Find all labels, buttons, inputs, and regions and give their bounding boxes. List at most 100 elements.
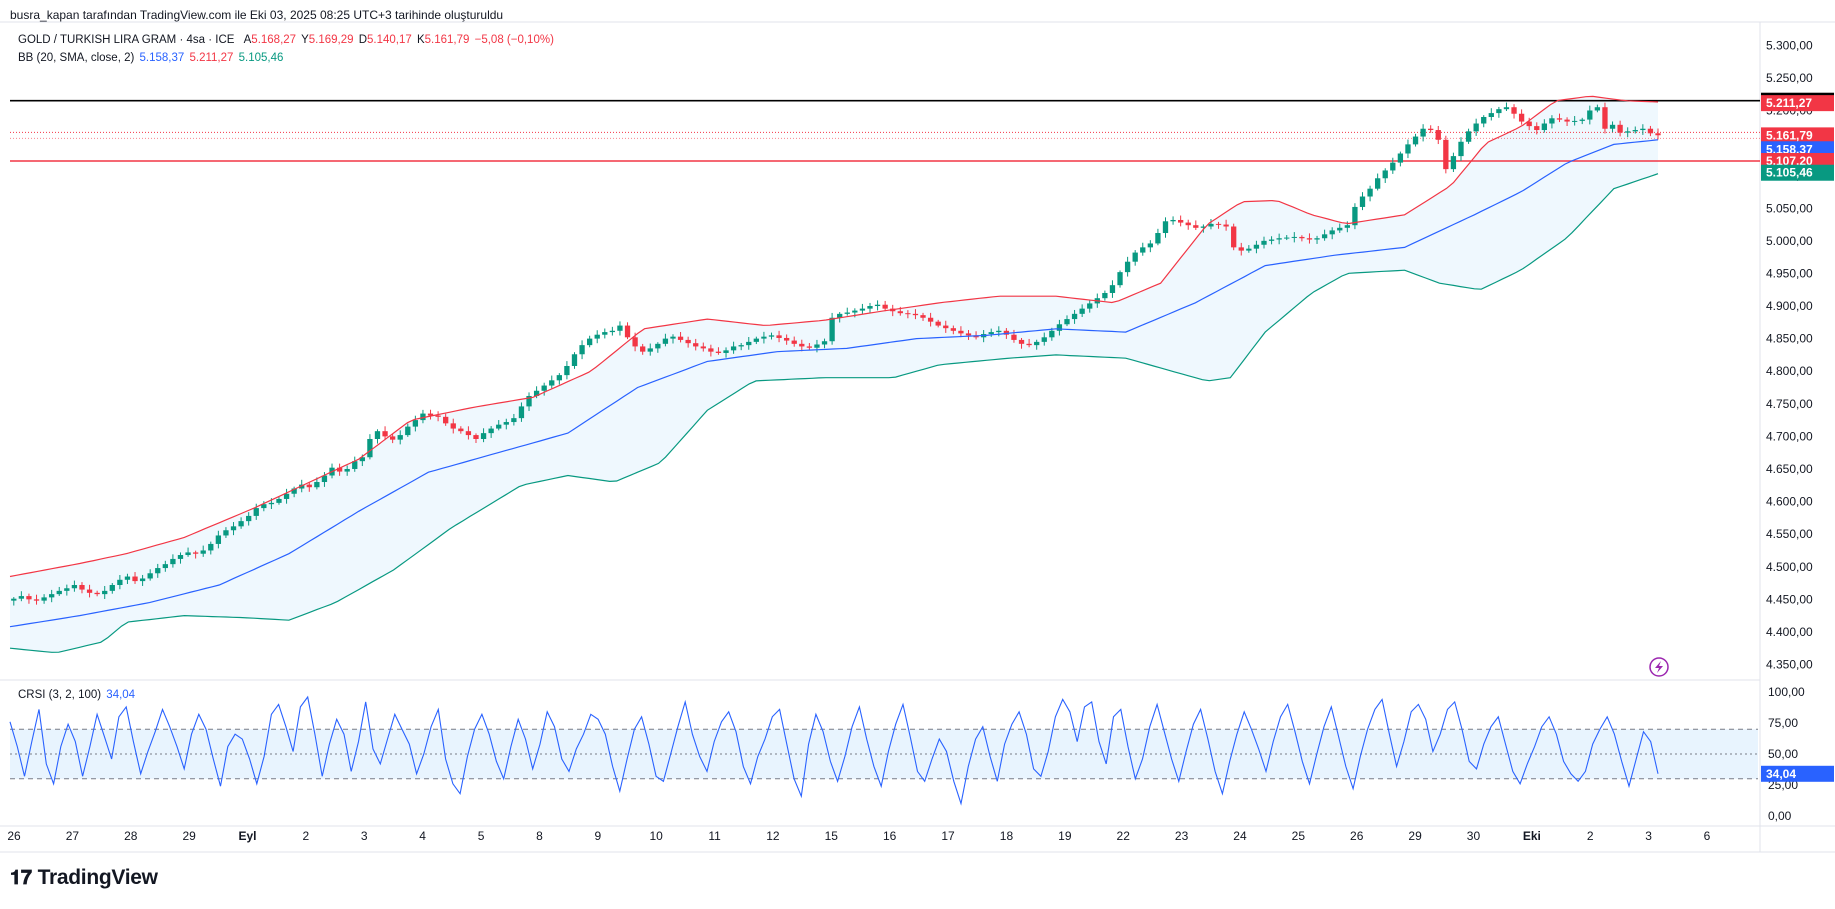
candle[interactable] <box>389 434 396 444</box>
candle[interactable] <box>1034 339 1040 350</box>
candle[interactable] <box>965 330 972 340</box>
candle[interactable] <box>556 373 562 385</box>
candle[interactable] <box>753 336 759 345</box>
candle[interactable] <box>1647 125 1654 137</box>
candle[interactable] <box>1231 223 1237 251</box>
candle[interactable] <box>177 552 184 564</box>
candle[interactable] <box>723 347 729 358</box>
candle[interactable] <box>496 420 502 431</box>
candle[interactable] <box>1223 219 1229 231</box>
candle[interactable] <box>1594 104 1601 113</box>
candle[interactable] <box>1488 108 1494 121</box>
candle[interactable] <box>238 517 244 529</box>
candle[interactable] <box>874 300 881 311</box>
candle[interactable] <box>821 338 828 349</box>
candle[interactable] <box>276 496 282 505</box>
candle[interactable] <box>586 335 593 348</box>
candle[interactable] <box>56 586 62 596</box>
candle[interactable] <box>1140 242 1146 256</box>
price-tag-5[interactable]: 5.105,46 <box>1761 164 1834 181</box>
candle[interactable] <box>458 426 464 434</box>
candle[interactable] <box>1011 329 1017 343</box>
candle[interactable] <box>215 530 222 549</box>
candle[interactable] <box>617 321 623 336</box>
crsi-label[interactable]: CRSI (3, 2, 100) <box>18 689 102 701</box>
candle[interactable] <box>94 590 100 597</box>
candle[interactable] <box>200 545 206 557</box>
bb-label[interactable]: BB (20, SMA, close, 2) <box>18 52 135 64</box>
candle[interactable] <box>503 418 509 430</box>
candle[interactable] <box>518 402 525 422</box>
candle[interactable] <box>1109 280 1116 298</box>
candle[interactable] <box>1587 105 1593 125</box>
candle[interactable] <box>935 319 941 328</box>
candle[interactable] <box>708 344 714 357</box>
candle[interactable] <box>571 352 578 369</box>
candle[interactable] <box>1321 229 1328 241</box>
candle[interactable] <box>1428 125 1434 133</box>
candle[interactable] <box>1367 185 1373 202</box>
candle[interactable] <box>465 426 472 440</box>
candle[interactable] <box>1102 290 1108 301</box>
candle[interactable] <box>1170 216 1176 225</box>
candle[interactable] <box>1412 133 1419 147</box>
candle[interactable] <box>677 331 684 343</box>
candle[interactable] <box>511 413 517 426</box>
candle[interactable] <box>738 342 744 351</box>
candle[interactable] <box>1276 233 1282 245</box>
lightning-icon[interactable] <box>1649 657 1669 677</box>
candle[interactable] <box>1185 219 1191 230</box>
candle[interactable] <box>1617 120 1623 137</box>
candle[interactable] <box>882 300 888 312</box>
candle[interactable] <box>1215 221 1222 229</box>
candle[interactable] <box>1541 119 1547 133</box>
candle[interactable] <box>526 392 532 411</box>
candle[interactable] <box>155 563 161 578</box>
candle[interactable] <box>859 303 866 314</box>
candle[interactable] <box>1640 124 1646 135</box>
candle[interactable] <box>1374 173 1381 191</box>
bb-basis-line[interactable] <box>9 139 1659 628</box>
candle[interactable] <box>640 343 646 355</box>
candle[interactable] <box>412 415 419 432</box>
candle[interactable] <box>1026 338 1032 348</box>
candle[interactable] <box>1556 113 1563 123</box>
candle[interactable] <box>102 585 108 599</box>
candle[interactable] <box>291 486 297 498</box>
candle[interactable] <box>382 426 388 441</box>
candle[interactable] <box>844 307 850 316</box>
candle[interactable] <box>905 310 911 319</box>
candle[interactable] <box>1193 220 1199 230</box>
candle[interactable] <box>1632 126 1638 134</box>
candle[interactable] <box>1518 109 1525 125</box>
candle[interactable] <box>1481 115 1487 128</box>
candle[interactable] <box>791 336 797 347</box>
candle[interactable] <box>1177 215 1184 227</box>
symbol-label[interactable]: GOLD / TURKISH LIRA GRAM · 4sa · ICE <box>18 34 235 46</box>
candle[interactable] <box>1238 242 1244 256</box>
candle[interactable] <box>208 541 214 555</box>
candle[interactable] <box>1246 245 1252 253</box>
candle[interactable] <box>1018 337 1025 349</box>
candle[interactable] <box>1390 157 1396 174</box>
candle[interactable] <box>783 334 790 345</box>
candle[interactable] <box>1496 106 1502 118</box>
candle[interactable] <box>427 409 434 420</box>
candle[interactable] <box>685 336 691 348</box>
candle[interactable] <box>579 340 585 360</box>
candle[interactable] <box>117 574 123 590</box>
candle[interactable] <box>806 343 813 350</box>
candle[interactable] <box>1268 236 1275 245</box>
price-tag-1[interactable]: 5.211,27 <box>1761 95 1834 112</box>
candle[interactable] <box>1572 116 1578 126</box>
candle[interactable] <box>1655 128 1661 140</box>
candle[interactable] <box>223 527 229 538</box>
candle[interactable] <box>367 434 373 460</box>
bb-lower-line[interactable] <box>9 173 1659 653</box>
candle[interactable] <box>1299 235 1305 242</box>
candle[interactable] <box>1124 256 1131 277</box>
candle[interactable] <box>1534 122 1540 135</box>
candle[interactable] <box>624 322 631 340</box>
candle[interactable] <box>1071 309 1078 324</box>
